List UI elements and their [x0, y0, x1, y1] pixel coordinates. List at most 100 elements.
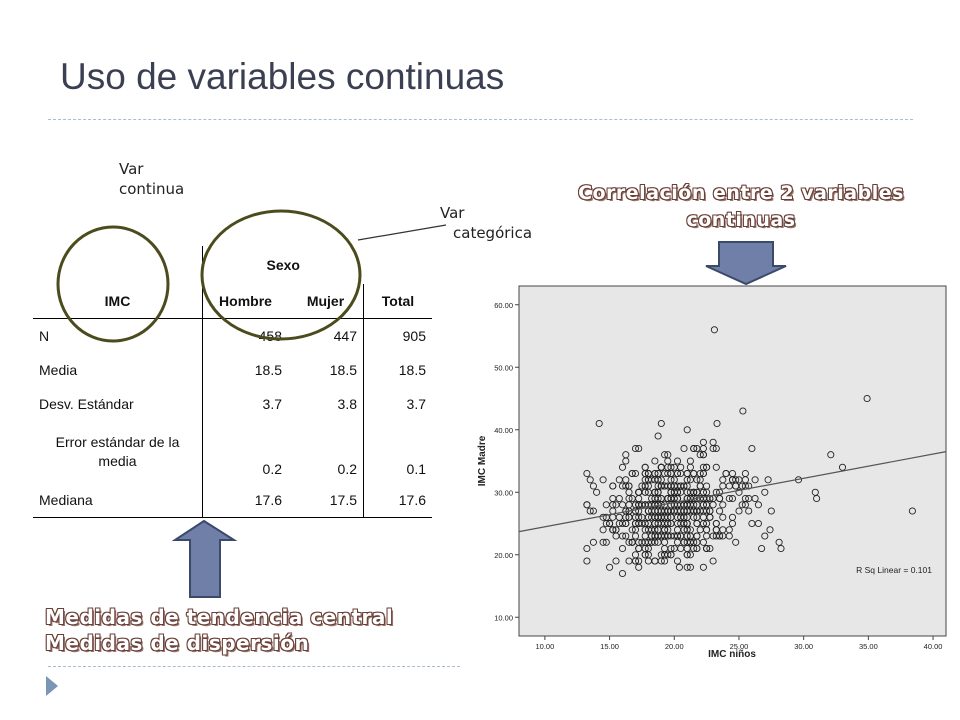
scatter-point: [625, 513, 633, 521]
y-tick-label: 30.00: [494, 488, 513, 497]
scatter-point: [661, 519, 669, 528]
scatter-point: [583, 501, 591, 509]
scatter-point: [735, 488, 743, 496]
scatter-point: [670, 476, 678, 484]
cell-total: 18.5: [398, 362, 426, 378]
scatter-point: [654, 432, 662, 440]
scatter-point: [673, 538, 682, 546]
scatter-point: [648, 513, 656, 521]
scatter-point: [751, 476, 759, 484]
scatter-point: [712, 463, 720, 471]
x-axis-label: IMC niños: [708, 649, 756, 660]
scatter-point: [670, 488, 678, 496]
scatter-point: [606, 563, 614, 571]
scatter-point: [586, 507, 594, 515]
scatter-point: [745, 494, 753, 503]
column-header-total: Total: [363, 284, 432, 319]
scatter-point: [699, 469, 707, 478]
cell-total: 905: [402, 328, 426, 344]
scatter-point: [683, 538, 691, 546]
x-axis-ticks: 10.00 15.00 20.00 25.00 30.00 35.00 40.00: [535, 636, 942, 651]
scatter-point: [738, 482, 746, 490]
x-tick-label: 40.00: [924, 642, 943, 651]
scatter-point: [761, 532, 769, 540]
scatter-point: [618, 532, 627, 540]
scatter-point: [661, 469, 669, 478]
scatter-point: [722, 469, 730, 478]
scatter-point: [595, 419, 603, 428]
scatter-point: [612, 557, 620, 565]
scatter-point: [686, 551, 694, 559]
footer-divider: [48, 666, 460, 667]
scatter-point: [583, 544, 591, 553]
scatter-point: [651, 513, 659, 521]
y-tick-label: 40.00: [494, 426, 513, 435]
y-tick-label: 20.00: [494, 551, 513, 560]
scatter-point: [589, 507, 597, 515]
scatter-point: [673, 469, 682, 478]
x-tick-label: 10.00: [535, 642, 554, 651]
scatter-point: [644, 538, 652, 546]
scatter-point: [725, 494, 733, 503]
circle-var-continua: [56, 225, 170, 343]
table-row: Mediana 17.6 17.5 17.6: [33, 483, 432, 518]
scatter-point: [622, 451, 630, 459]
scatter-point: [628, 526, 636, 534]
scatter-point: [641, 526, 649, 534]
scatter-point: [710, 326, 718, 334]
scatter-point: [709, 557, 717, 565]
scatter-point: [735, 476, 743, 484]
scatter-point: [622, 532, 630, 540]
scatter-point: [863, 394, 871, 403]
scatter-point: [712, 488, 720, 496]
scatter-point: [657, 482, 665, 490]
scatter-point: [615, 476, 623, 484]
scatter-point: [599, 513, 607, 521]
scatter-point: [716, 532, 724, 540]
note-categorica-line1: Var: [440, 204, 465, 222]
title-divider: [48, 119, 913, 120]
scatter-point: [641, 551, 649, 559]
slide-title: Uso de variables continuas: [60, 56, 505, 97]
scatter-point: [709, 444, 717, 453]
scatter-point: [683, 551, 691, 559]
scatter-point: [680, 519, 688, 528]
scatter-point: [703, 544, 711, 553]
scatter-point: [754, 501, 762, 509]
scatter-point: [709, 501, 717, 509]
scatter-point: [651, 457, 659, 465]
cell-mujer: 3.8: [288, 387, 364, 421]
scatter-point: [654, 482, 662, 490]
scatter-point: [699, 488, 707, 496]
scatter-point: [657, 419, 665, 428]
scatter-point: [625, 482, 633, 490]
scatter-point: [667, 532, 675, 540]
scatter-point: [638, 482, 646, 490]
x-tick-label: 35.00: [859, 642, 878, 651]
scatter-point: [648, 532, 656, 540]
heading-medidas-line1: Medidas de tendencia central: [45, 605, 394, 629]
scatter-point: [644, 488, 652, 496]
column-header-mujer: Mujer: [288, 284, 364, 319]
scatter-point: [602, 501, 610, 509]
fit-line: [518, 451, 947, 533]
scatter-point: [827, 451, 835, 459]
scatter-point: [664, 494, 672, 503]
scatter-point: [589, 538, 597, 546]
scatter-point: [686, 457, 694, 465]
scatter-point: [641, 482, 649, 490]
scatter-point: [703, 494, 711, 503]
scatter-point: [680, 444, 688, 453]
scatter-point: [908, 507, 916, 515]
scatter-point: [706, 544, 714, 553]
scatter-point: [673, 526, 682, 534]
scatter-point: [748, 519, 756, 528]
scatter-point: [651, 469, 659, 478]
table-header-row-1: Sexo: [33, 246, 432, 284]
scatter-point: [716, 494, 724, 503]
scatter-point: [628, 469, 636, 478]
scatter-point: [675, 563, 683, 571]
note-continua-line1: Var: [119, 160, 144, 178]
scatter-point: [699, 519, 707, 528]
